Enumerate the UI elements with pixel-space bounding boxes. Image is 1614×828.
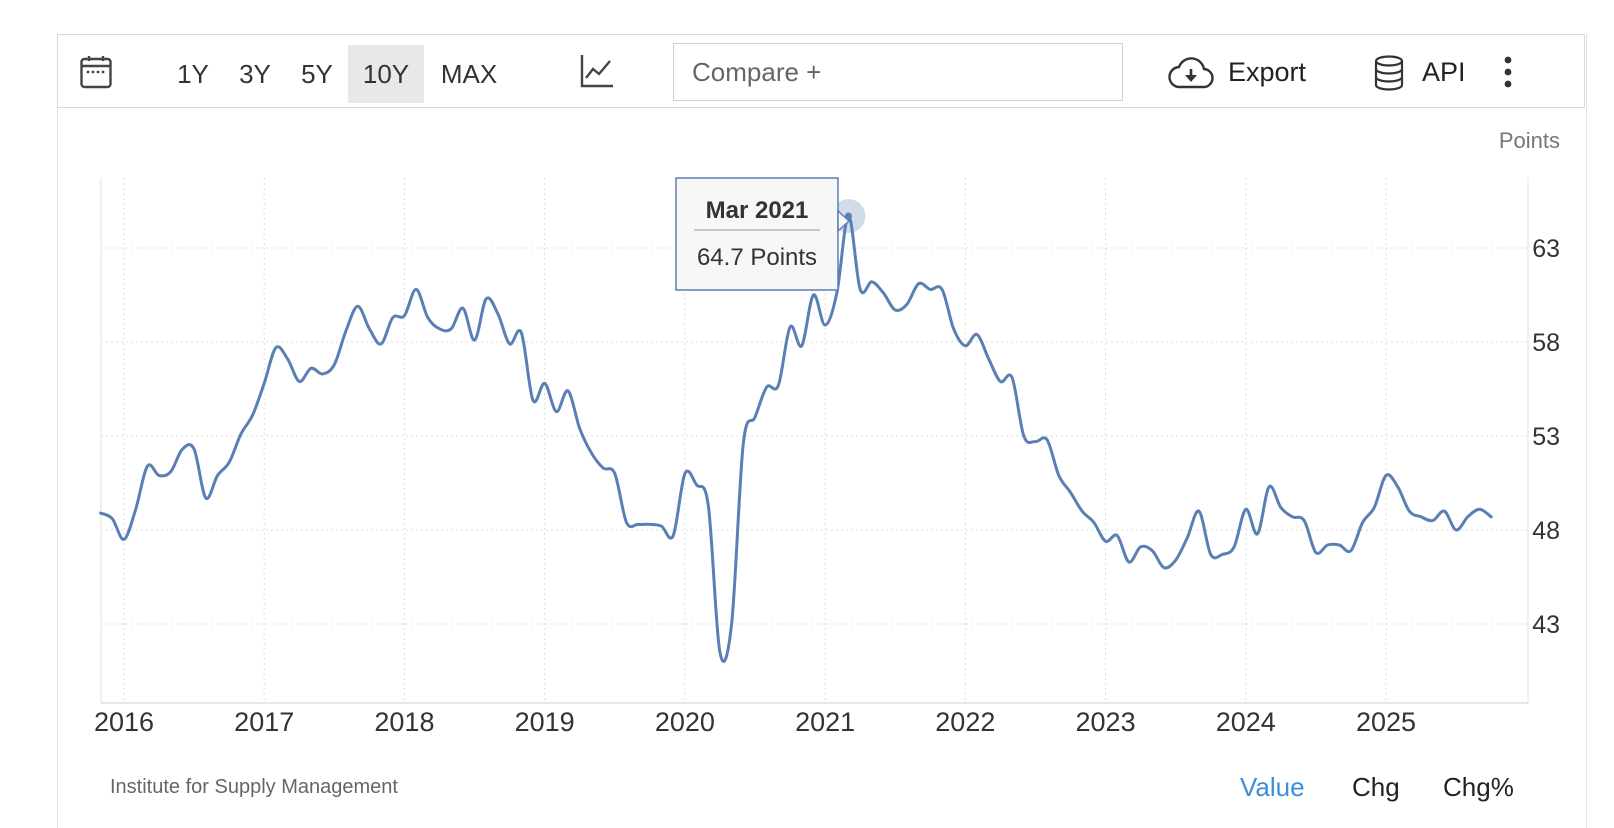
x-tick-label-2018: 2018 bbox=[374, 707, 434, 737]
hover-point-core bbox=[844, 212, 852, 220]
range-max-button[interactable]: MAX bbox=[440, 59, 498, 89]
x-tick-label-2023: 2023 bbox=[1076, 707, 1136, 737]
value-mode-button[interactable]: Value bbox=[1240, 772, 1305, 802]
compare-input[interactable] bbox=[673, 43, 1123, 101]
cloud-download-icon bbox=[1168, 57, 1214, 89]
x-axis-ticks: 2016 2017 2018 2019 2020 2021 2022 2023 2024 2025 bbox=[94, 707, 1416, 737]
y-tick-label-48: 48 bbox=[1532, 517, 1560, 545]
x-tick-label-2025: 2025 bbox=[1356, 707, 1416, 737]
chart-toolbar: 1Y 3Y 5Y 10Y MAX Export API bbox=[57, 34, 1585, 108]
tooltip-date: Mar 2021 bbox=[706, 197, 809, 224]
tooltip-box bbox=[675, 177, 839, 291]
database-icon bbox=[1374, 55, 1404, 91]
range-10y-button[interactable]: 10Y bbox=[348, 45, 424, 103]
x-tick-label-2021: 2021 bbox=[795, 707, 855, 737]
api-label: API bbox=[1422, 57, 1466, 87]
y-tick-label-63: 63 bbox=[1532, 235, 1560, 263]
range-3y-button[interactable]: 3Y bbox=[239, 59, 271, 89]
x-tick-label-2022: 2022 bbox=[935, 707, 995, 737]
export-label: Export bbox=[1228, 57, 1307, 87]
tooltip-value: 64.7 Points bbox=[697, 244, 817, 271]
x-tick-label-2020: 2020 bbox=[655, 707, 715, 737]
y-tick-label-53: 53 bbox=[1532, 423, 1560, 451]
unit-label: Points bbox=[1498, 128, 1560, 153]
chart-grid bbox=[100, 178, 1529, 704]
more-vertical-icon[interactable] bbox=[1498, 51, 1518, 93]
chart-panel bbox=[57, 34, 1587, 828]
line-chart-icon[interactable] bbox=[580, 53, 614, 89]
range-1y-button[interactable]: 1Y bbox=[177, 59, 209, 89]
y-axis-ticks: 43 48 53 58 63 bbox=[1532, 235, 1560, 639]
series-line bbox=[99, 214, 1493, 663]
y-tick-label-58: 58 bbox=[1532, 329, 1560, 357]
tooltip-arrow bbox=[837, 209, 851, 233]
range-5y-button[interactable]: 5Y bbox=[301, 59, 333, 89]
source-label: Institute for Supply Management bbox=[110, 776, 398, 798]
x-tick-label-2017: 2017 bbox=[234, 707, 294, 737]
x-tick-label-2016: 2016 bbox=[94, 707, 154, 737]
y-tick-label-43: 43 bbox=[1532, 611, 1560, 639]
x-tick-label-2019: 2019 bbox=[515, 707, 575, 737]
calendar-icon[interactable] bbox=[80, 55, 112, 89]
x-tick-label-2024: 2024 bbox=[1216, 707, 1276, 737]
chg-pct-mode-button[interactable]: Chg% bbox=[1443, 772, 1514, 802]
chg-mode-button[interactable]: Chg bbox=[1352, 772, 1400, 802]
tooltip: Mar 2021 64.7 Points bbox=[675, 177, 851, 291]
